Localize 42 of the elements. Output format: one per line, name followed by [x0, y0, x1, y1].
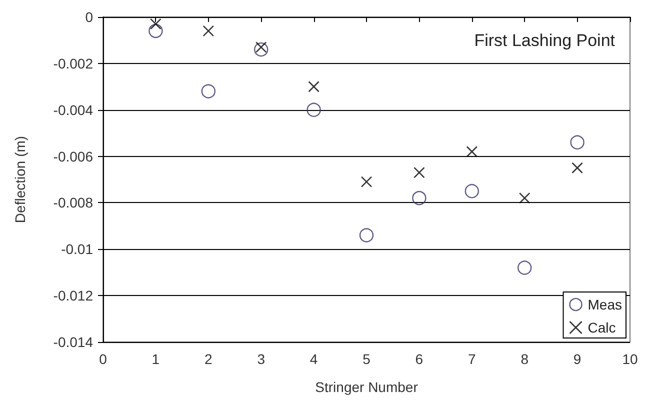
x-tick-label: 10 — [622, 351, 638, 367]
point — [255, 42, 267, 53]
point — [518, 192, 530, 204]
x-tick-label: 9 — [573, 351, 582, 367]
x-tick-label: 8 — [520, 351, 529, 367]
x-tick-label: 3 — [257, 351, 266, 367]
x-tick-label: 7 — [468, 351, 476, 367]
y-tick-label: -0.014 — [53, 334, 94, 350]
point — [572, 162, 583, 174]
point — [359, 228, 374, 242]
point — [412, 190, 426, 206]
x-axis-title: Stringer Number — [315, 379, 418, 395]
point — [201, 84, 216, 98]
x-tick-label: 0 — [99, 351, 108, 367]
y-axis-title: Deflection (m) — [12, 136, 28, 224]
y-tick-label: -0.01 — [61, 241, 94, 258]
point — [570, 135, 584, 150]
point — [148, 24, 163, 38]
point — [360, 176, 372, 188]
y-tick-label: -0.012 — [53, 288, 94, 304]
y-tick-label: -0.006 — [53, 148, 94, 164]
point — [466, 146, 478, 158]
point — [464, 184, 479, 198]
y-tick-label: 0 — [85, 9, 94, 25]
point — [254, 42, 268, 57]
y-tick-label: -0.008 — [53, 194, 94, 211]
x-tick-label: 5 — [362, 351, 371, 367]
y-tick-label: -0.004 — [53, 102, 94, 118]
point — [518, 260, 532, 275]
x-tick-label: 1 — [152, 351, 160, 367]
point — [308, 80, 320, 92]
x-tick-label: 2 — [204, 351, 212, 367]
point — [202, 25, 214, 37]
point — [306, 102, 321, 117]
x-tick-label: 6 — [415, 351, 424, 367]
x-tick-label: 4 — [310, 351, 318, 367]
y-tick-label: -0.002 — [53, 55, 94, 72]
point — [414, 166, 425, 178]
legend-label: Meas — [588, 296, 622, 312]
legend-label: Calc — [588, 320, 616, 336]
point — [150, 18, 162, 30]
text: First Lashing Point — [474, 31, 616, 50]
